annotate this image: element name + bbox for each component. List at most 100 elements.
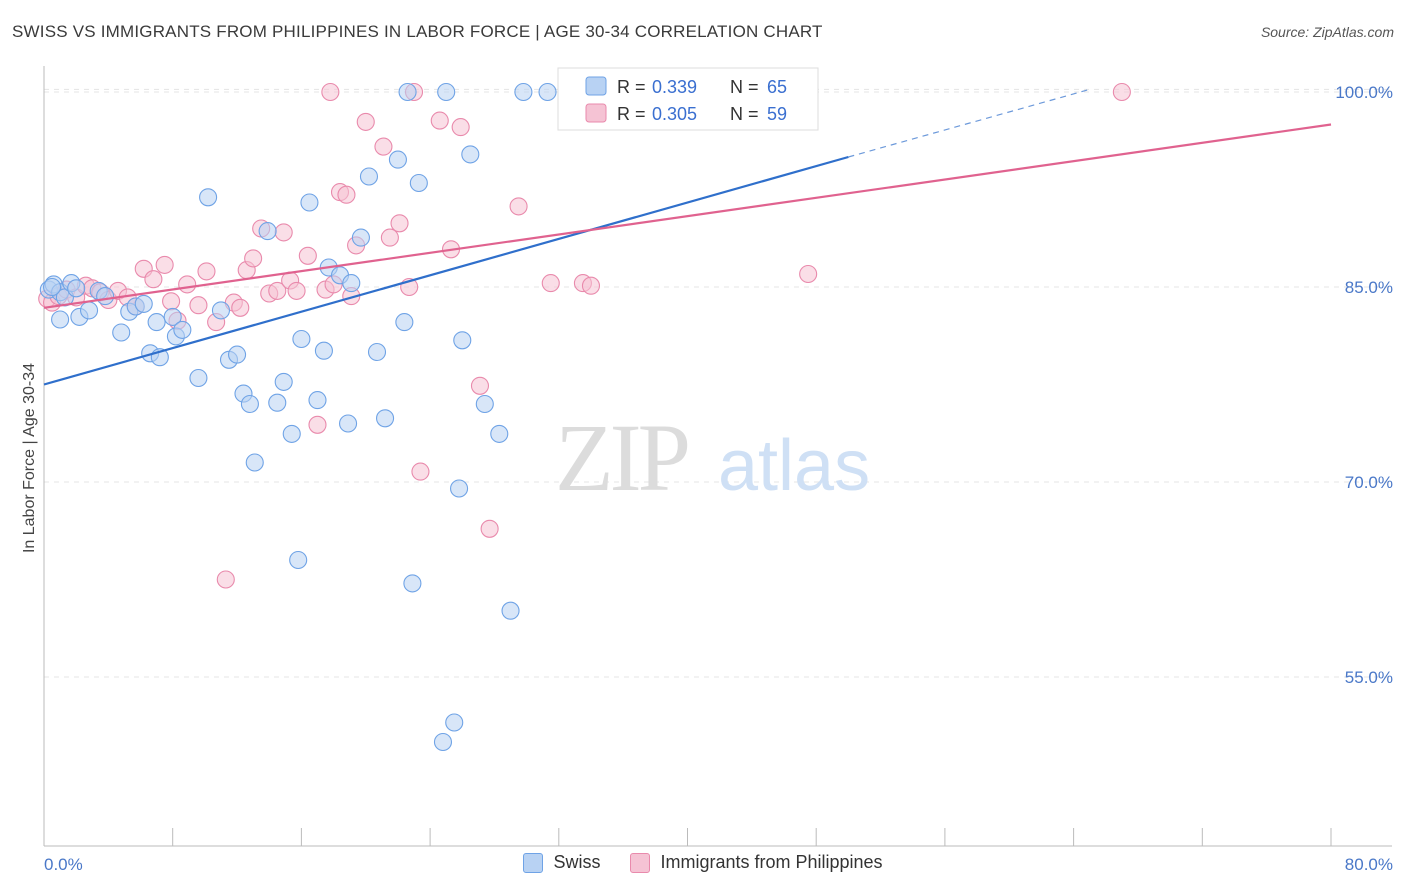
point-swiss [445,713,464,732]
point-philippines [470,376,490,395]
point-swiss [67,279,86,298]
point-swiss [376,409,395,428]
legend-swatch-swiss [585,76,607,96]
legend-swiss-r-value: 0.339 [652,77,697,97]
point-philippines [799,264,818,284]
legend-swiss-r-label: R = [617,77,651,97]
y-tick-label: 70.0% [1345,473,1393,492]
point-swiss [51,310,70,329]
bottom-legend-label-swiss: Swiss [553,852,601,872]
x-tick-label: 0.0% [44,855,83,874]
point-philippines [298,246,317,265]
point-swiss [308,391,327,410]
point-swiss [240,394,259,414]
point-swiss [339,414,358,433]
point-swiss [134,294,153,313]
trend-line-philippines [43,123,1332,309]
trend-line-swiss-extension [848,88,1090,158]
legend-phil-r-label: R = [617,104,651,124]
point-swiss [274,372,293,391]
point-swiss [147,313,166,332]
point-philippines [480,519,499,538]
point-philippines [308,415,327,434]
y-tick-label: 100.0% [1335,83,1393,102]
bottom-legend-label-phil: Immigrants from Philippines [660,852,883,872]
legend-phil-n-label: N = [730,104,764,124]
bottom-legend: Swiss Immigrants from Philippines [0,852,1406,873]
point-swiss [453,331,472,350]
point-swiss [314,341,333,360]
y-tick-labels: 55.0% 70.0% 85.0% 100.0% [1335,83,1393,687]
point-philippines [189,296,208,315]
point-philippines [430,111,449,130]
top-legend: R = 0.339 N = 65 R = 0.305 N = 59 [557,67,819,131]
point-philippines [155,255,174,274]
point-swiss [282,424,301,443]
legend-phil-n-value: 59 [767,104,787,124]
point-swiss [501,601,520,620]
point-swiss [245,453,264,472]
point-philippines [581,276,601,295]
grid-lines [44,88,1392,678]
point-swiss [475,394,494,414]
point-philippines [411,462,430,481]
point-swiss [300,193,319,212]
point-swiss [289,550,308,570]
point-swiss [367,342,387,362]
point-swiss [112,323,131,342]
bottom-legend-swatch-phil [630,852,651,873]
y-axis-label: In Labor Force | Age 30-34 [21,363,38,553]
point-philippines [374,137,393,156]
point-swiss [461,145,480,164]
series-philippines-points [38,82,1131,589]
legend-swatch-phil [585,103,607,123]
legend-swiss-n-label: N = [730,77,764,97]
point-swiss [199,188,218,207]
point-swiss [79,301,99,320]
point-swiss [258,222,277,241]
point-swiss [409,173,428,193]
point-swiss [398,82,417,102]
point-philippines [356,112,375,131]
legend-swiss-n-value: 65 [767,77,787,97]
point-swiss [395,313,414,332]
point-swiss [96,287,115,306]
point-swiss [189,368,208,388]
bottom-legend-item-swiss: Swiss [523,852,600,873]
watermark-zip: ZIP [555,404,688,511]
point-philippines [268,281,287,300]
point-swiss [403,574,422,593]
y-tick-label: 85.0% [1345,278,1393,297]
axes [43,66,1392,847]
point-swiss [450,479,469,498]
point-swiss [351,228,370,247]
bottom-legend-item-phil: Immigrants from Philippines [630,852,883,873]
trend-lines [43,88,1332,386]
bottom-legend-swatch-swiss [523,852,544,873]
point-swiss [437,82,456,102]
point-philippines [380,228,399,247]
y-tick-label: 55.0% [1345,668,1393,687]
point-swiss [173,320,192,339]
point-swiss [359,167,379,186]
point-swiss [538,82,557,102]
point-philippines [144,270,163,289]
point-swiss [292,329,311,349]
point-philippines [1112,82,1131,102]
x-tick-labels: 0.0% 80.0% [44,855,1393,874]
point-philippines [541,274,560,293]
point-philippines [162,292,181,311]
watermark-atlas: atlas [718,426,870,506]
x-tick-label: 80.0% [1345,855,1393,874]
point-swiss [163,307,182,326]
point-philippines [244,249,263,268]
point-philippines [216,570,235,589]
point-swiss [433,732,453,752]
point-swiss [388,150,407,169]
point-swiss [342,274,361,293]
point-philippines [337,185,356,204]
series-swiss-points [39,82,803,752]
point-swiss [490,424,509,443]
source-label: Source: ZipAtlas.com [1260,24,1394,40]
